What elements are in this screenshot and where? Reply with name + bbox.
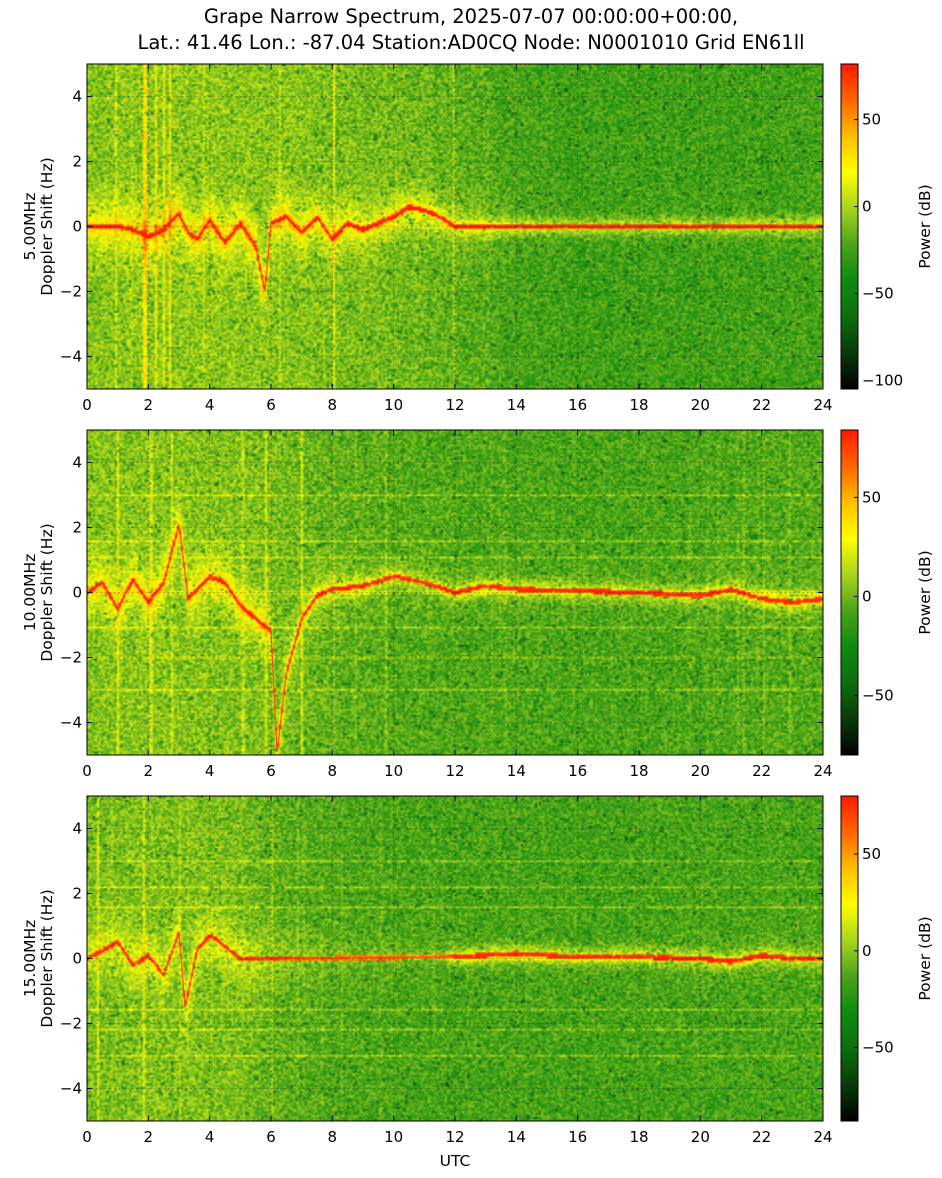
y-tick-label: −2 — [60, 649, 82, 667]
colorbar-label: Power (dB) — [916, 916, 934, 1000]
y-tick-label: 2 — [72, 153, 82, 171]
panel-2: 0 2 4 6 8 10 12 14 16 18 20 22 24420−2−415.00MHzDopp… — [21, 795, 934, 1170]
x-tick-label: 10 — [384, 396, 403, 414]
colorbar-tick-label: 50 — [862, 111, 881, 129]
colorbar-tick-label: 50 — [862, 845, 881, 863]
x-tick-label: 22 — [752, 762, 771, 780]
colorbar-tick-label: 0 — [862, 198, 872, 216]
x-tick-label: 14 — [507, 396, 526, 414]
x-tick-label: 2 — [144, 396, 154, 414]
x-tick-label: 8 — [328, 762, 338, 780]
x-tick-label: 6 — [266, 396, 276, 414]
x-tick-label: 8 — [328, 396, 338, 414]
x-tick-label: 20 — [691, 1128, 710, 1146]
colorbar-tick-label: 0 — [862, 942, 872, 960]
colorbar-tick-label: −100 — [862, 371, 903, 389]
y-tick-label: 2 — [72, 519, 82, 537]
y-tick-label: −4 — [60, 348, 82, 366]
colorbar-tick-label: −50 — [862, 687, 894, 705]
x-tick-label: 0 — [82, 396, 92, 414]
doppler-label: Doppler Shift (Hz) — [38, 523, 56, 661]
y-axis-label: 10.00MHzDoppler Shift (Hz) — [21, 523, 56, 661]
x-tick-label: 12 — [445, 396, 464, 414]
panel-1: 0 2 4 6 8 10 12 14 16 18 20 22 24420−2−410.00MHzDopp… — [21, 429, 934, 780]
x-tick-label: 24 — [813, 1128, 832, 1146]
x-tick-label: 4 — [205, 1128, 215, 1146]
title-line-2: Lat.: 41.46 Lon.: -87.04 Station:AD0CQ N… — [137, 31, 805, 54]
x-tick-label: 24 — [813, 396, 832, 414]
x-tick-label: 18 — [629, 1128, 648, 1146]
x-tick-label: 16 — [568, 1128, 587, 1146]
doppler-trace — [86, 932, 823, 1008]
x-tick-label: 18 — [629, 762, 648, 780]
x-tick-label: 6 — [266, 1128, 276, 1146]
x-tick-label: 4 — [205, 762, 215, 780]
x-tick-label: 0 — [82, 1128, 92, 1146]
x-tick-label: 4 — [205, 396, 215, 414]
y-axis-label: 15.00MHzDoppler Shift (Hz) — [21, 889, 56, 1027]
x-tick-label: 22 — [752, 396, 771, 414]
colorbar-tick-label: 50 — [862, 488, 881, 506]
y-tick-label: 2 — [72, 885, 82, 903]
x-tick-label: 20 — [691, 396, 710, 414]
x-tick-label: 0 — [82, 762, 92, 780]
x-tick-label: 2 — [144, 762, 154, 780]
frequency-label: 10.00MHz — [21, 554, 39, 632]
colorbar — [840, 795, 859, 1122]
x-tick-label: 16 — [568, 396, 587, 414]
x-tick-label: 24 — [813, 762, 832, 780]
x-tick-label: 12 — [445, 762, 464, 780]
y-tick-label: 4 — [72, 88, 82, 106]
y-tick-label: −2 — [60, 1015, 82, 1033]
y-tick-label: −4 — [60, 714, 82, 732]
x-tick-label: 12 — [445, 1128, 464, 1146]
y-tick-label: 0 — [72, 950, 82, 968]
x-tick-label: 22 — [752, 1128, 771, 1146]
x-tick-label: 14 — [507, 1128, 526, 1146]
panel-0: 0 2 4 6 8 10 12 14 16 18 20 22 24420−2−45.00MHzDoppl… — [21, 63, 934, 414]
figure-title: Grape Narrow Spectrum, 2025-07-07 00:00:… — [0, 4, 942, 56]
y-tick-label: −4 — [60, 1080, 82, 1098]
frequency-label: 15.00MHz — [21, 920, 39, 998]
colorbar-label: Power (dB) — [916, 184, 934, 268]
colorbar — [840, 429, 859, 756]
colorbar-tick-label: 0 — [862, 587, 872, 605]
x-tick-label: 6 — [266, 762, 276, 780]
y-tick-label: 4 — [72, 820, 82, 838]
doppler-label: Doppler Shift (Hz) — [38, 157, 56, 295]
x-tick-label: 18 — [629, 396, 648, 414]
colorbar-label: Power (dB) — [916, 550, 934, 634]
colorbar — [840, 63, 859, 390]
x-tick-label: 8 — [328, 1128, 338, 1146]
colorbar-tick-label: −50 — [862, 284, 894, 302]
y-tick-label: 0 — [72, 218, 82, 236]
colorbar-tick-label: −50 — [862, 1038, 894, 1056]
x-tick-label: 10 — [384, 1128, 403, 1146]
x-tick-label: 14 — [507, 762, 526, 780]
y-tick-label: 4 — [72, 454, 82, 472]
y-axis-label: 5.00MHzDoppler Shift (Hz) — [21, 157, 56, 295]
doppler-trace — [87, 206, 823, 292]
title-line-1: Grape Narrow Spectrum, 2025-07-07 00:00:… — [203, 5, 739, 28]
x-tick-label: 10 — [384, 762, 403, 780]
x-tick-label: 16 — [568, 762, 587, 780]
x-axis-label: UTC — [440, 1152, 471, 1170]
x-tick-label: 20 — [691, 762, 710, 780]
frequency-label: 5.00MHz — [21, 193, 39, 261]
y-tick-label: 0 — [72, 584, 82, 602]
x-tick-label: 2 — [144, 1128, 154, 1146]
doppler-label: Doppler Shift (Hz) — [38, 889, 56, 1027]
y-tick-label: −2 — [60, 283, 82, 301]
